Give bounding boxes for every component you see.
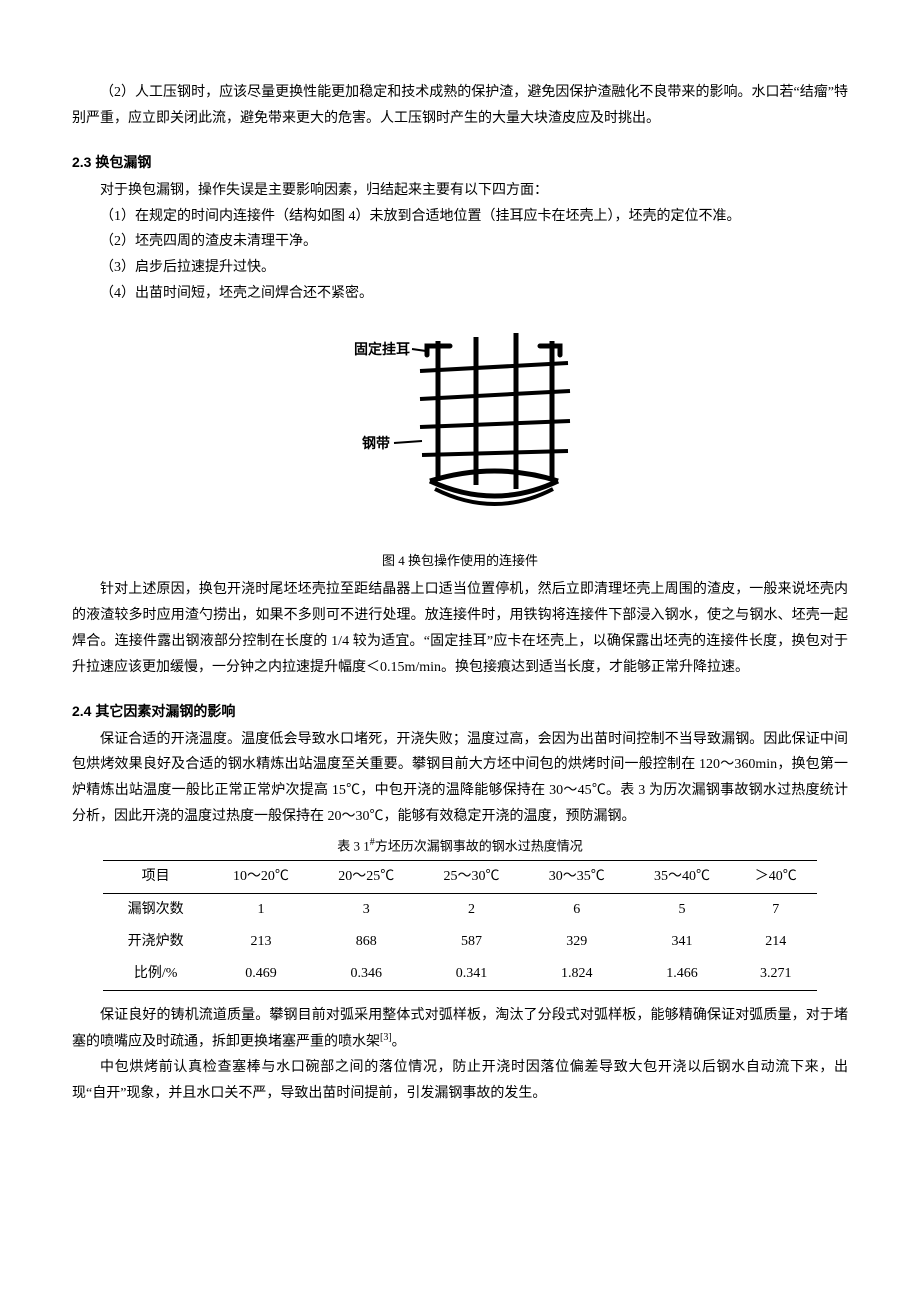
- table-3-caption: 表 3 1#方坯历次漏钢事故的钢水过热度情况: [72, 834, 848, 858]
- table-col-6: ＞40℃: [735, 861, 817, 894]
- section-2-4-heading: 2.4 其它因素对漏钢的影响: [72, 699, 848, 725]
- section-2-3-p1: 对于换包漏钢，操作失误是主要影响因素，归结起来主要有以下四方面：: [72, 178, 848, 204]
- table-cell: 6: [524, 894, 629, 926]
- table-cell: 214: [735, 926, 817, 958]
- spacer: [72, 991, 848, 1003]
- figure-4-label-left: 钢带: [362, 431, 390, 457]
- section-2-3-heading: 2.3 换包漏钢: [72, 150, 848, 176]
- figure-4: 固定挂耳 钢带: [72, 331, 848, 541]
- citation-3: [3]: [380, 1032, 392, 1043]
- paragraph-after-table-1: 保证良好的铸机流道质量。攀钢目前对弧采用整体式对弧样板，淘汰了分段式对弧样板，能…: [72, 1003, 848, 1055]
- table-3-caption-pre: 表 3 1: [337, 838, 370, 853]
- table-cell: 5: [629, 894, 734, 926]
- section-2-3-p4: （3）启步后拉速提升过快。: [72, 255, 848, 281]
- table-col-4: 30～35℃: [524, 861, 629, 894]
- table-cell: 0.341: [419, 958, 524, 990]
- figure-4-diagram: 固定挂耳 钢带: [330, 331, 590, 531]
- section-2-3-p5: （4）出苗时间短，坯壳之间焊合还不紧密。: [72, 281, 848, 307]
- table-row: 漏钢次数 1 3 2 6 5 7: [103, 894, 817, 926]
- figure-4-label-top: 固定挂耳: [354, 337, 410, 363]
- paragraph-2: （2）人工压钢时，应该尽量更换性能更加稳定和技术成熟的保护渣，避免因保护渣融化不…: [72, 80, 848, 132]
- section-2-4-p1: 保证合适的开浇温度。温度低会导致水口堵死，开浇失败；温度过高，会因为出苗时间控制…: [72, 727, 848, 831]
- table-row: 比例/% 0.469 0.346 0.341 1.824 1.466 3.271: [103, 958, 817, 990]
- table-cell: 341: [629, 926, 734, 958]
- table-3: 项目 10～20℃ 20～25℃ 25～30℃ 30～35℃ 35～40℃ ＞4…: [103, 860, 817, 991]
- table-cell: 329: [524, 926, 629, 958]
- table-cell: 0.469: [208, 958, 313, 990]
- table-col-3: 25～30℃: [419, 861, 524, 894]
- paragraph-after-table-1-text: 保证良好的铸机流道质量。攀钢目前对弧采用整体式对弧样板，淘汰了分段式对弧样板，能…: [72, 1008, 848, 1050]
- table-col-1: 10～20℃: [208, 861, 313, 894]
- figure-4-caption: 图 4 换包操作使用的连接件: [72, 549, 848, 573]
- table-3-caption-post: 方坯历次漏钢事故的钢水过热度情况: [375, 838, 583, 853]
- table-cell: 比例/%: [103, 958, 208, 990]
- table-cell: 7: [735, 894, 817, 926]
- table-header-row: 项目 10～20℃ 20～25℃ 25～30℃ 30～35℃ 35～40℃ ＞4…: [103, 861, 817, 894]
- paragraph-after-table-2: 中包烘烤前认真检查塞棒与水口碗部之间的落位情况，防止开浇时因落位偏差导致大包开浇…: [72, 1055, 848, 1107]
- table-cell: 868: [314, 926, 419, 958]
- table-cell: 1.824: [524, 958, 629, 990]
- table-cell: 1: [208, 894, 313, 926]
- table-cell: 开浇炉数: [103, 926, 208, 958]
- table-col-2: 20～25℃: [314, 861, 419, 894]
- table-cell: 2: [419, 894, 524, 926]
- section-2-3-p3: （2）坯壳四周的渣皮未清理干净。: [72, 229, 848, 255]
- table-col-0: 项目: [103, 861, 208, 894]
- section-2-3-p2: （1）在规定的时间内连接件（结构如图 4）未放到合适地位置（挂耳应卡在坯壳上），…: [72, 204, 848, 230]
- table-cell: 0.346: [314, 958, 419, 990]
- table-cell: 漏钢次数: [103, 894, 208, 926]
- table-row: 开浇炉数 213 868 587 329 341 214: [103, 926, 817, 958]
- table-cell: 3.271: [735, 958, 817, 990]
- table-cell: 3: [314, 894, 419, 926]
- table-col-5: 35～40℃: [629, 861, 734, 894]
- paragraph-after-fig4: 针对上述原因，换包开浇时尾坯坯壳拉至距结晶器上口适当位置停机，然后立即清理坯壳上…: [72, 577, 848, 681]
- table-cell: 213: [208, 926, 313, 958]
- paragraph-after-table-1-end: 。: [392, 1035, 406, 1050]
- table-cell: 587: [419, 926, 524, 958]
- table-cell: 1.466: [629, 958, 734, 990]
